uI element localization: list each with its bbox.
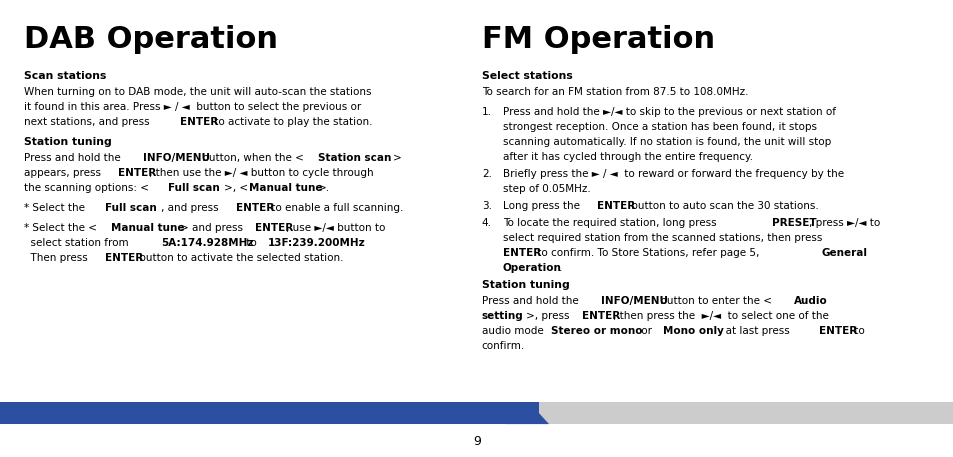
- Text: , and press: , and press: [161, 203, 222, 213]
- Text: * Select the <: * Select the <: [24, 223, 97, 233]
- Text: , then press the  ►/◄  to select one of the: , then press the ►/◄ to select one of th…: [613, 311, 828, 321]
- Text: ENTER: ENTER: [254, 223, 293, 233]
- Text: , press ►/◄ to: , press ►/◄ to: [808, 218, 880, 228]
- Text: >.: >.: [317, 183, 330, 193]
- Text: To locate the required station, long press: To locate the required station, long pre…: [502, 218, 719, 228]
- Text: Station tuning: Station tuning: [24, 137, 112, 147]
- Text: , at last press: , at last press: [719, 326, 793, 336]
- Text: ENTER: ENTER: [105, 253, 143, 263]
- Bar: [0, 402, 558, 424]
- Text: Manual tune: Manual tune: [112, 223, 185, 233]
- Text: next stations, and press: next stations, and press: [24, 117, 152, 127]
- Text: 1.: 1.: [481, 107, 491, 117]
- Text: audio mode: audio mode: [481, 326, 546, 336]
- Text: , use ►/◄ button to: , use ►/◄ button to: [286, 223, 385, 233]
- Text: setting: setting: [481, 311, 523, 321]
- Text: it found in this area. Press ► / ◄  button to select the previous or: it found in this area. Press ► / ◄ butto…: [24, 102, 361, 112]
- Text: Select stations: Select stations: [481, 71, 572, 81]
- Text: step of 0.05MHz.: step of 0.05MHz.: [502, 184, 590, 194]
- Text: Long press the: Long press the: [502, 201, 582, 211]
- Text: the scanning options: <: the scanning options: <: [24, 183, 149, 193]
- Text: ENTER: ENTER: [180, 117, 218, 127]
- Text: Mono only: Mono only: [662, 326, 723, 336]
- Text: scanning automatically. If no station is found, the unit will stop: scanning automatically. If no station is…: [502, 137, 830, 147]
- Text: button to activate the selected station.: button to activate the selected station.: [136, 253, 343, 263]
- Text: ENTER: ENTER: [502, 248, 540, 258]
- Text: Manual tune: Manual tune: [249, 183, 322, 193]
- Text: Audio: Audio: [794, 296, 827, 306]
- Text: Stereo or mono: Stereo or mono: [550, 326, 641, 336]
- Text: to activate to play the station.: to activate to play the station.: [212, 117, 373, 127]
- Text: Full scan: Full scan: [168, 183, 219, 193]
- Text: * Select the: * Select the: [24, 203, 88, 213]
- Text: 5A:174.928MHz: 5A:174.928MHz: [161, 238, 253, 248]
- Text: > and press: > and press: [180, 223, 246, 233]
- Text: Full scan: Full scan: [105, 203, 156, 213]
- Text: 13F:239.200MHz: 13F:239.200MHz: [268, 238, 365, 248]
- Text: 3.: 3.: [481, 201, 491, 211]
- Text: .: .: [558, 263, 561, 273]
- Text: select station from: select station from: [24, 238, 132, 248]
- Text: DAB Operation: DAB Operation: [24, 25, 277, 54]
- Text: to enable a full scanning.: to enable a full scanning.: [268, 203, 402, 213]
- Text: General: General: [821, 248, 866, 258]
- Text: or: or: [638, 326, 655, 336]
- Text: to: to: [850, 326, 863, 336]
- Text: ENTER: ENTER: [581, 311, 619, 321]
- Text: ENTER: ENTER: [596, 201, 634, 211]
- Text: Press and hold the ►/◄ to skip to the previous or next station of: Press and hold the ►/◄ to skip to the pr…: [502, 107, 835, 117]
- Text: , then use the ►/ ◄ button to cycle through: , then use the ►/ ◄ button to cycle thro…: [149, 168, 373, 178]
- Text: Station tuning: Station tuning: [481, 280, 569, 290]
- Text: Scan stations: Scan stations: [24, 71, 106, 81]
- Text: Operation: Operation: [502, 263, 561, 273]
- Text: button to enter the <: button to enter the <: [656, 296, 771, 306]
- Text: 4.: 4.: [481, 218, 491, 228]
- Text: Press and hold the: Press and hold the: [481, 296, 581, 306]
- Text: confirm.: confirm.: [481, 341, 524, 351]
- Text: ENTER: ENTER: [117, 168, 155, 178]
- Text: .: .: [355, 238, 358, 248]
- Text: ENTER: ENTER: [236, 203, 274, 213]
- Text: after it has cycled through the entire frequency.: after it has cycled through the entire f…: [502, 152, 752, 162]
- Text: button to auto scan the 30 stations.: button to auto scan the 30 stations.: [627, 201, 818, 211]
- Text: strongest reception. Once a station has been found, it stops: strongest reception. Once a station has …: [502, 122, 816, 132]
- Text: INFO/MENU: INFO/MENU: [142, 153, 210, 163]
- Text: Press and hold the: Press and hold the: [24, 153, 124, 163]
- Polygon shape: [485, 402, 548, 424]
- Text: To search for an FM station from 87.5 to 108.0MHz.: To search for an FM station from 87.5 to…: [481, 87, 747, 97]
- Text: When turning on to DAB mode, the unit will auto-scan the stations: When turning on to DAB mode, the unit wi…: [24, 87, 371, 97]
- Bar: [538, 402, 953, 424]
- Text: to confirm. To Store Stations, refer page 5,: to confirm. To Store Stations, refer pag…: [534, 248, 761, 258]
- Text: Station scan: Station scan: [317, 153, 391, 163]
- Text: appears, press: appears, press: [24, 168, 104, 178]
- Text: select required station from the scanned stations, then press: select required station from the scanned…: [502, 233, 821, 243]
- Text: FM Operation: FM Operation: [481, 25, 714, 54]
- Text: 2.: 2.: [481, 169, 491, 179]
- Text: >: >: [393, 153, 401, 163]
- Text: >, press: >, press: [525, 311, 572, 321]
- Text: >, <: >, <: [224, 183, 248, 193]
- Text: to: to: [242, 238, 259, 248]
- Text: 9: 9: [473, 435, 480, 448]
- Text: PRESET: PRESET: [771, 218, 815, 228]
- Text: INFO/MENU: INFO/MENU: [599, 296, 667, 306]
- Text: button, when the <: button, when the <: [198, 153, 303, 163]
- Text: ENTER: ENTER: [819, 326, 857, 336]
- Text: Briefly press the ► / ◄  to reward or forward the frequency by the: Briefly press the ► / ◄ to reward or for…: [502, 169, 843, 179]
- Text: Then press: Then press: [24, 253, 91, 263]
